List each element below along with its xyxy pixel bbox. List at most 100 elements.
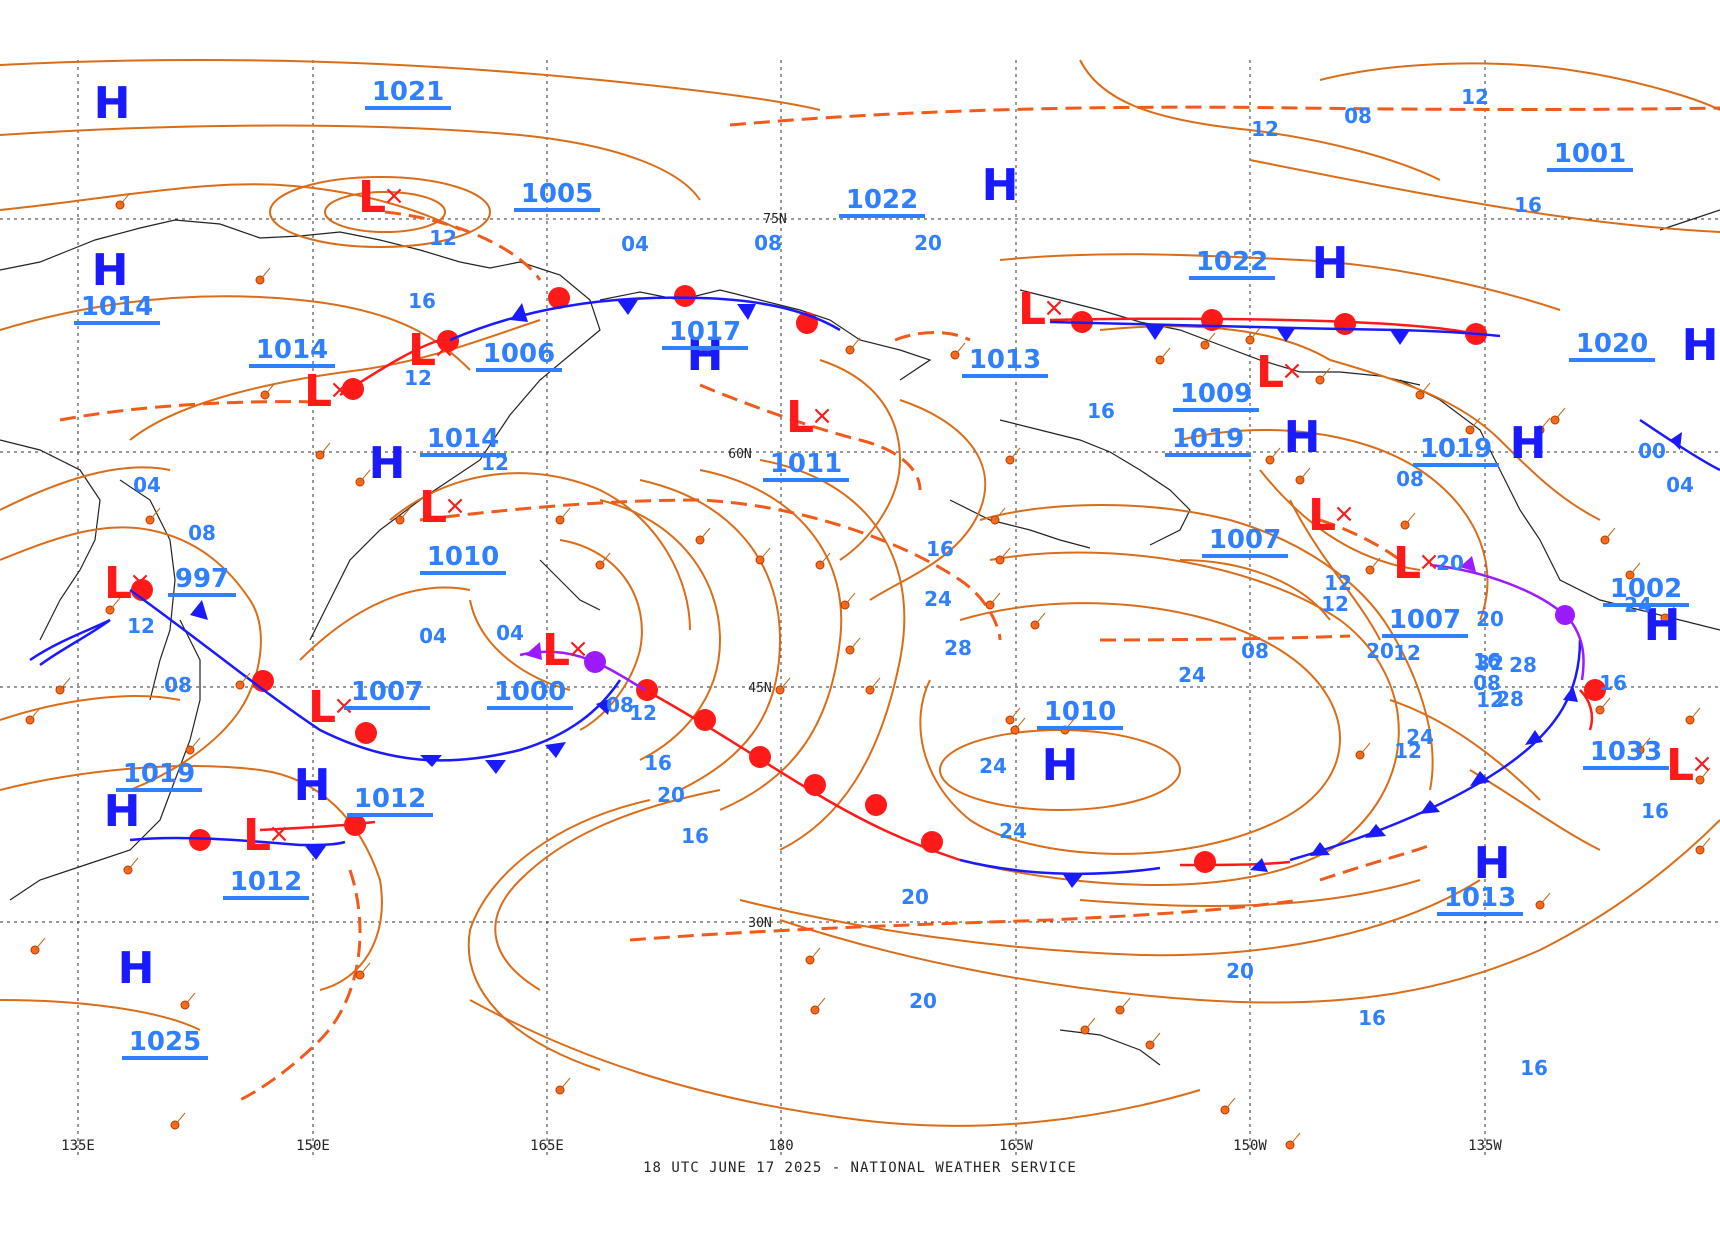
- high-pressure-symbol: H: [1474, 838, 1511, 889]
- isobar-value-label: 04: [419, 624, 447, 648]
- isobar-value-label: 16: [1599, 671, 1627, 695]
- isobar-value-label: 08: [1344, 104, 1372, 128]
- isobar-value-label: 20: [909, 989, 937, 1013]
- wind-barb: [1629, 562, 1641, 576]
- wind-barb: [1469, 417, 1481, 431]
- low-center-x-icon: ×: [811, 401, 833, 431]
- isobar-value-label: 28: [1509, 653, 1537, 677]
- center-pressure-label: 1011: [770, 449, 842, 479]
- wind-barb: [189, 737, 201, 751]
- isobar-value-label: 24: [924, 587, 952, 611]
- latitude-label: 75N: [763, 212, 786, 227]
- wind-barb: [1369, 557, 1381, 571]
- low-pressure-symbol: L: [308, 682, 336, 733]
- low-pressure-symbol: L: [1018, 284, 1046, 335]
- wind-barb: [809, 947, 821, 961]
- center-pressure-label: 1019: [1420, 434, 1492, 464]
- wind-barb: [1604, 527, 1616, 541]
- isobar-value-label: 20: [1366, 639, 1394, 663]
- low-center-x-icon: ×: [383, 181, 405, 211]
- wind-barb: [849, 337, 861, 351]
- low-pressure-symbol: L: [542, 625, 570, 676]
- isobar-value-label: 24: [979, 754, 1007, 778]
- isobar-value-label: 16: [1520, 1056, 1548, 1080]
- high-pressure-symbol: H: [1312, 238, 1349, 289]
- wind-barb: [1014, 717, 1026, 731]
- wind-barb: [1034, 612, 1046, 626]
- high-pressure-symbol: H: [1042, 740, 1079, 791]
- high-pressure-symbol: H: [118, 943, 155, 994]
- low-pressure-symbol: L: [1393, 538, 1421, 589]
- isobar-value-label: 08: [1473, 671, 1501, 695]
- isobar-value-label: 12: [404, 366, 432, 390]
- wind-barb: [1699, 837, 1711, 851]
- wind-barb: [989, 592, 1001, 606]
- low-pressure-symbol: L: [1308, 490, 1336, 541]
- cold-fronts: [29, 296, 1720, 876]
- wind-barb: [359, 469, 371, 483]
- isobar-value-label: 16: [1473, 649, 1501, 673]
- wind-barb: [1269, 447, 1281, 461]
- isobar-value-label: 12: [127, 614, 155, 638]
- lat-lon-grid: [0, 60, 1720, 1155]
- wind-barb: [1224, 1097, 1236, 1111]
- wind-barb: [559, 507, 571, 521]
- isobar-value-label: 20: [901, 885, 929, 909]
- low-center-x-icon: ×: [268, 819, 290, 849]
- wind-barb: [239, 672, 251, 686]
- center-pressure-label: 1007: [1209, 525, 1281, 555]
- center-pressure-label: 1021: [372, 77, 444, 107]
- low-pressure-symbol: L: [786, 392, 814, 443]
- isobar-value-label: 16: [408, 289, 436, 313]
- isobar-value-label: 12: [429, 226, 457, 250]
- isobar-value-label: 08: [188, 521, 216, 545]
- high-pressure-symbol: H: [294, 760, 331, 811]
- latitude-label: 60N: [728, 447, 751, 462]
- low-center-x-icon: ×: [1691, 749, 1713, 779]
- isobar-value-label: 32: [1476, 651, 1504, 675]
- center-pressure-label: 1010: [1044, 697, 1116, 727]
- map-labels: 135E 150E 165E 180 165W 150W 135W 75N 60N 45N 30N H…: [61, 77, 1718, 1154]
- low-pressure-symbol: L: [104, 558, 132, 609]
- cold-front-barbs: [190, 300, 1682, 888]
- wind-barb: [1159, 347, 1171, 361]
- isobar-value-label: 12: [1461, 85, 1489, 109]
- wind-barb: [1084, 1017, 1096, 1031]
- low-pressure-symbol: L: [1256, 347, 1284, 398]
- center-pressure-label: 1013: [1444, 883, 1516, 913]
- wind-barb: [1249, 327, 1261, 341]
- center-pressure-label: 1010: [427, 542, 499, 572]
- high-pressure-symbol: H: [104, 786, 141, 837]
- wind-barb: [1689, 707, 1701, 721]
- wind-barb: [954, 342, 966, 356]
- isobar-value-label: 24: [999, 819, 1027, 843]
- center-pressure-label: 1001: [1554, 139, 1626, 169]
- high-pressure-symbol: H: [1644, 600, 1681, 651]
- center-pressure-label: 1019: [1172, 424, 1244, 454]
- high-pressure-symbol: H: [687, 330, 724, 381]
- wind-barb: [819, 552, 831, 566]
- wind-barb: [1009, 447, 1021, 461]
- isobar-value-label: 08: [1241, 639, 1269, 663]
- center-pressure-label: 997: [175, 564, 229, 594]
- wind-barb: [109, 597, 121, 611]
- low-pressure-symbol: L: [243, 810, 271, 861]
- isobar-value-label: 20: [1476, 607, 1504, 631]
- wind-barb: [849, 637, 861, 651]
- wind-barb: [559, 1077, 571, 1091]
- low-center-x-icon: ×: [1418, 547, 1440, 577]
- isobar-value-label: 28: [944, 636, 972, 660]
- coastlines: [0, 209, 1720, 1066]
- wind-barb: [1404, 512, 1416, 526]
- wind-barb: [599, 552, 611, 566]
- high-pressure-symbol: H: [1284, 412, 1321, 463]
- isobar-value-label: 08: [164, 673, 192, 697]
- isobar-value-label: 16: [1641, 799, 1669, 823]
- center-pressure-label: 1012: [230, 867, 302, 897]
- isobar-value-label: 20: [657, 783, 685, 807]
- isobar-value-label: 12: [1394, 739, 1422, 763]
- surface-troughs: [59, 105, 1720, 1102]
- center-pressure-label: 1007: [351, 677, 423, 707]
- isobar-value-label: 16: [1358, 1006, 1386, 1030]
